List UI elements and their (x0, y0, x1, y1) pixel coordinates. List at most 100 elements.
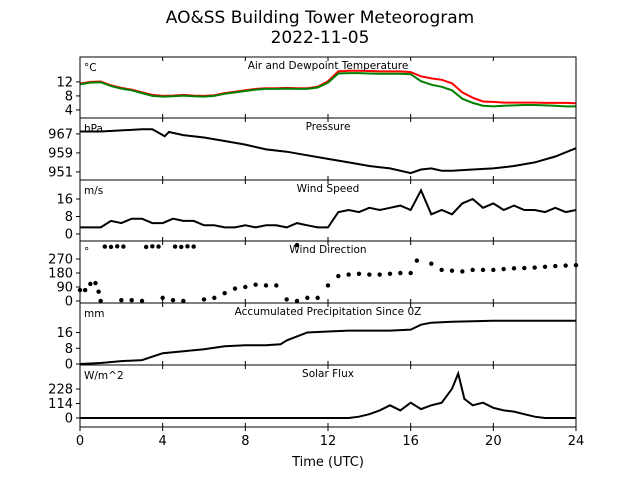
y-tick-label: 0 (65, 411, 73, 426)
panel-unit-label: m/s (84, 185, 103, 197)
data-point (143, 244, 149, 250)
data-point (102, 244, 108, 249)
panel-title: Solar Flux (302, 368, 354, 380)
data-point (129, 298, 134, 303)
data-point (294, 298, 300, 304)
data-point (121, 244, 126, 249)
series-line-precipitation (79, 319, 576, 365)
data-point (212, 295, 217, 301)
series-line-solar-flux (80, 370, 576, 419)
x-tick-label: 16 (402, 434, 419, 449)
data-point (82, 287, 88, 293)
data-point (429, 261, 434, 266)
data-point (408, 270, 413, 276)
panel-unit-label: °C (84, 62, 97, 74)
data-point (201, 297, 207, 302)
y-tick-label: 8 (65, 210, 73, 225)
data-point (532, 265, 537, 270)
data-point (563, 263, 568, 268)
panel-unit-label: hPa (84, 123, 103, 135)
data-point (305, 295, 310, 301)
y-tick-label: 12 (56, 75, 73, 90)
chart-subtitle: 2022-11-05 (270, 28, 370, 48)
y-tick-label: 8 (65, 342, 73, 357)
data-point (243, 284, 248, 290)
data-point (222, 291, 227, 296)
data-point (284, 297, 289, 302)
data-point (93, 280, 98, 286)
panel-unit-label: ° (84, 246, 89, 258)
data-point (294, 242, 300, 248)
y-tick-label: 959 (48, 146, 73, 161)
panel-title: Air and Dewpoint Temperature (248, 60, 409, 72)
data-point (491, 267, 496, 273)
panel-title: Accumulated Precipitation Since 0Z (235, 306, 422, 318)
data-point (460, 269, 465, 274)
data-point (315, 295, 320, 301)
data-point (387, 271, 393, 276)
data-point (253, 282, 258, 287)
x-tick-label: 24 (568, 434, 585, 449)
x-tick-label: 4 (159, 434, 167, 449)
panel-unit-label: mm (84, 308, 104, 320)
series-line-pressure (80, 128, 577, 175)
data-point (325, 283, 331, 288)
data-point (150, 244, 155, 249)
data-point (439, 267, 444, 273)
data-point (263, 283, 269, 288)
y-tick-label: 270 (48, 253, 73, 268)
x-tick-label: 0 (76, 434, 84, 449)
series-line-dewpoint (79, 72, 576, 108)
y-tick-label: 0 (65, 358, 73, 373)
data-point (88, 281, 93, 287)
chart-title: AO&SS Building Tower Meteorogram (165, 8, 475, 28)
data-point (480, 267, 486, 273)
data-point (160, 295, 165, 301)
data-point (191, 244, 196, 249)
data-point (139, 298, 145, 304)
y-tick-label: 16 (56, 326, 73, 341)
y-tick-label: 8 (65, 89, 73, 104)
y-tick-label: 180 (48, 267, 73, 282)
data-point (115, 244, 120, 249)
y-tick-label: 951 (48, 165, 73, 180)
data-point (377, 272, 382, 277)
data-point (553, 263, 558, 269)
data-point (470, 267, 475, 273)
y-tick-label: 114 (48, 397, 73, 412)
data-point (336, 273, 341, 279)
data-point (414, 258, 420, 263)
data-point (156, 244, 161, 249)
data-point (501, 266, 506, 272)
data-point (522, 265, 527, 271)
data-point (367, 272, 372, 277)
data-point (96, 289, 101, 294)
data-point (181, 298, 186, 304)
data-point (179, 244, 184, 250)
y-tick-label: 228 (48, 383, 73, 398)
y-tick-label: 967 (48, 127, 73, 142)
panel-title: Pressure (306, 121, 351, 133)
data-point (356, 271, 362, 276)
x-tick-label: 8 (241, 434, 249, 449)
data-point (108, 244, 114, 250)
data-point (511, 266, 517, 271)
data-point (398, 270, 403, 276)
x-tick-label: 20 (485, 434, 502, 449)
data-point (449, 268, 455, 273)
series-line-wind-speed (80, 187, 577, 229)
data-point (172, 244, 178, 249)
data-point (274, 283, 279, 288)
data-point (119, 298, 124, 303)
y-tick-label: 0 (65, 294, 73, 309)
panel-title: Wind Speed (297, 183, 360, 195)
y-tick-label: 4 (65, 103, 73, 118)
data-point (170, 298, 176, 303)
data-point (346, 272, 351, 277)
data-point (98, 298, 103, 304)
y-tick-label: 16 (56, 193, 73, 208)
x-tick-label: 12 (320, 434, 337, 449)
y-tick-label: 90 (56, 280, 73, 295)
x-axis-label: Time (UTC) (291, 455, 364, 470)
